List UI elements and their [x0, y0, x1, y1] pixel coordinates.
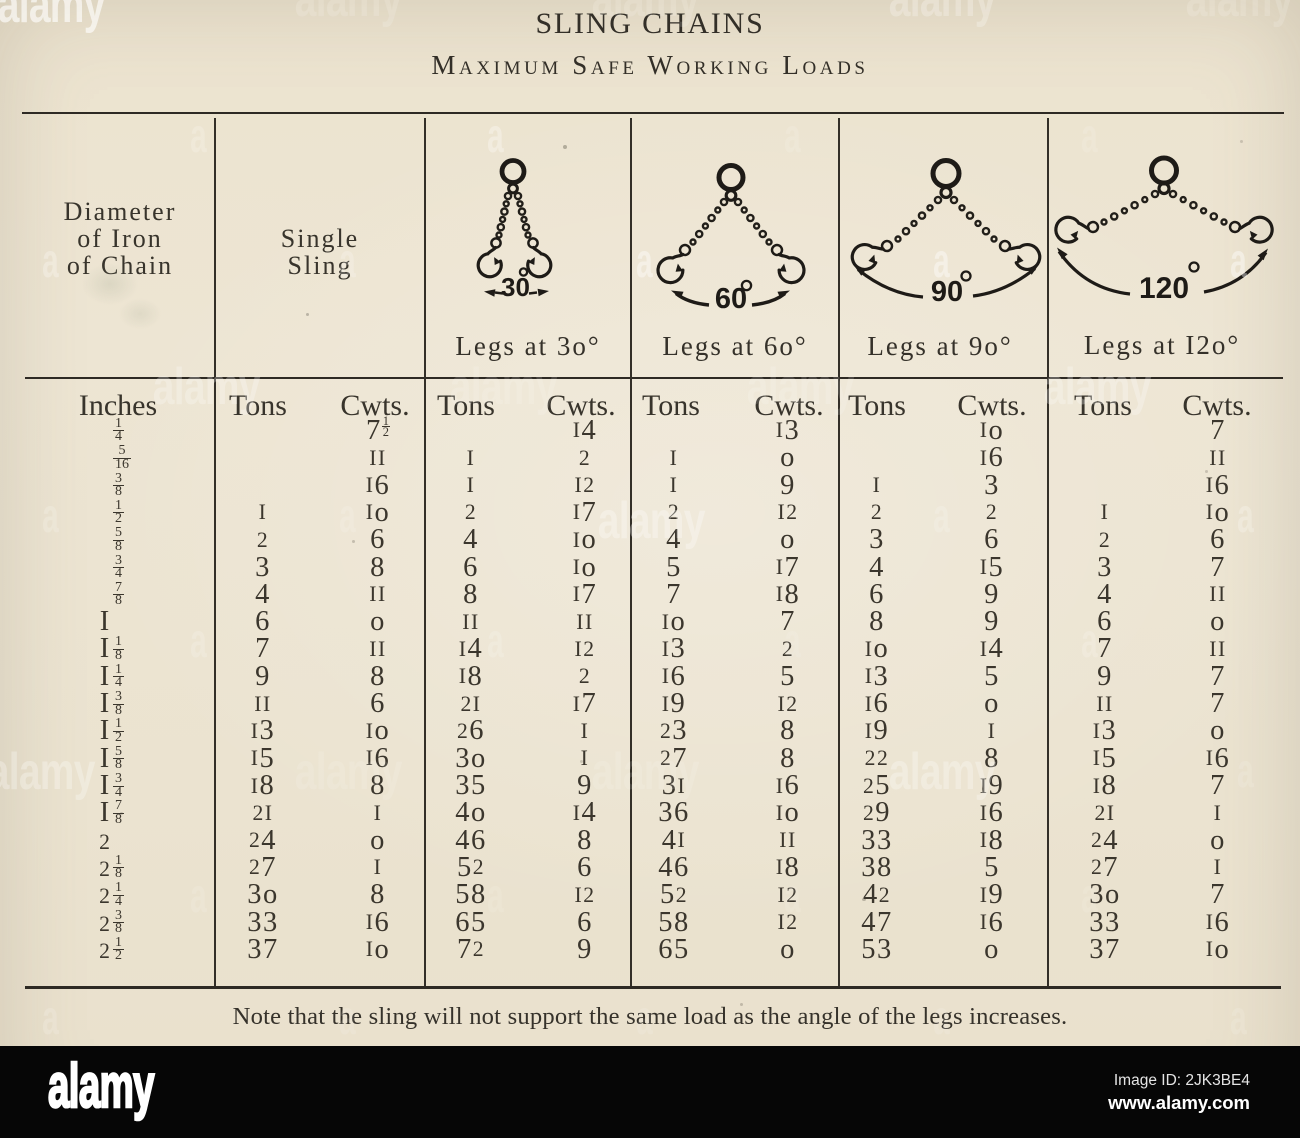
svg-text:30: 30: [501, 272, 530, 302]
svg-text:120: 120: [1139, 272, 1189, 305]
svg-text:90: 90: [931, 276, 963, 308]
